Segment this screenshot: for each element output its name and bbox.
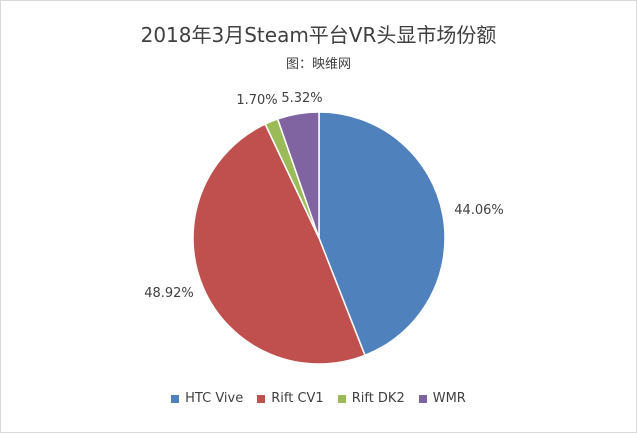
legend-item-htc-vive[interactable]: HTC Vive: [171, 391, 243, 406]
data-label-htc-vive: 44.06%: [454, 203, 504, 218]
chart-title: 2018年3月Steam平台VR头显市场份额: [140, 23, 497, 47]
legend-item-rift-dk2[interactable]: Rift DK2: [337, 391, 405, 406]
legend-item-rift-cv1[interactable]: Rift CV1: [257, 391, 324, 406]
pie-slice-wmr[interactable]: [276, 111, 320, 239]
legend-label-rift-cv1: Rift CV1: [271, 391, 324, 406]
legend-item-wmr[interactable]: WMR: [418, 391, 466, 406]
data-label-rift-dk2: 1.70%: [236, 93, 277, 108]
legend-swatch-rift-cv1: [257, 394, 266, 403]
legend: HTC Vive Rift CV1 Rift DK2 WMR: [1, 391, 636, 406]
legend-label-rift-dk2: Rift DK2: [351, 391, 405, 406]
pie-slice-rift-cv1[interactable]: [192, 123, 366, 365]
pie-slice-htc-vive[interactable]: [318, 111, 446, 357]
legend-swatch-wmr: [418, 394, 427, 403]
legend-swatch-htc-vive: [171, 394, 180, 403]
legend-label-wmr: WMR: [432, 391, 466, 406]
data-label-rift-cv1: 48.92%: [144, 286, 194, 301]
chart-subtitle: 图：映维网: [285, 57, 351, 72]
legend-swatch-rift-dk2: [337, 394, 346, 403]
data-label-wmr: 5.32%: [281, 91, 322, 106]
legend-label-htc-vive: HTC Vive: [185, 391, 244, 406]
